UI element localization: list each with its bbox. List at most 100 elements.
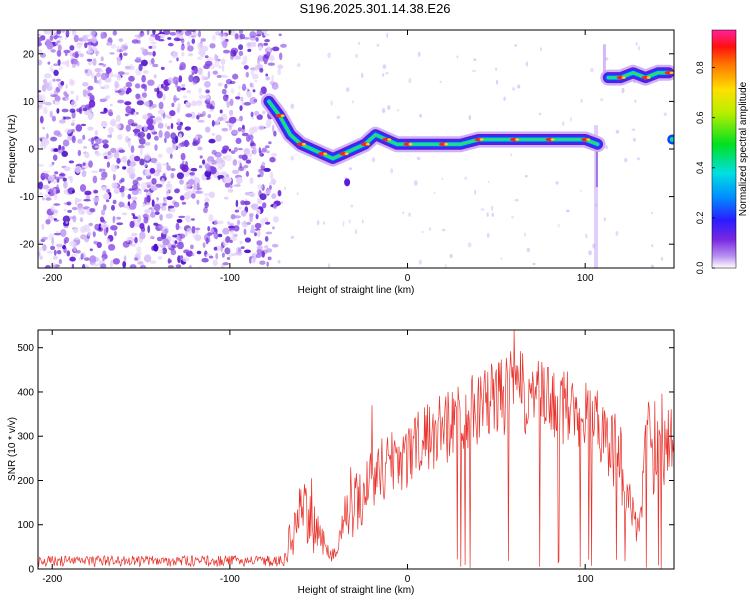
main-trace-hotspot-core (323, 152, 328, 156)
noise-blob (254, 110, 260, 116)
noise-blob (45, 219, 51, 225)
noise-blob (60, 80, 65, 86)
noise-blob (112, 173, 116, 181)
noise-blob (53, 148, 60, 152)
noise-blob (53, 249, 57, 256)
noise-blob (38, 103, 44, 110)
noise-blob (213, 246, 218, 251)
noise-blob (117, 71, 125, 75)
sparse-dot (651, 264, 654, 268)
sparse-dot (511, 215, 514, 219)
noise-blob (268, 55, 275, 62)
x-tick-label: -200 (42, 574, 62, 585)
noise-blob (190, 111, 196, 119)
noise-blob (233, 233, 238, 237)
noise-blob (123, 85, 127, 91)
noise-blob (131, 39, 139, 44)
noise-blob (102, 257, 105, 262)
noise-blob (66, 201, 72, 206)
noise-blob (195, 190, 202, 194)
sparse-dot (495, 67, 498, 71)
noise-blob (71, 122, 75, 126)
noise-blob (229, 124, 232, 131)
noise-blob (263, 42, 269, 46)
noise-blob (205, 237, 209, 245)
noise-blob (53, 193, 58, 201)
noise-blob (251, 257, 256, 264)
noise-blob (176, 218, 183, 223)
noise-blob (166, 196, 173, 201)
noise-blob (222, 94, 229, 102)
y-tick-label: 200 (17, 476, 34, 487)
noise-blob (217, 233, 223, 238)
noise-blob (247, 42, 251, 47)
noise-blob (172, 51, 179, 59)
sparse-dot (660, 256, 664, 261)
noise-blob (144, 209, 151, 214)
noise-blob (191, 193, 196, 199)
sparse-dot (599, 98, 604, 102)
noise-blob (169, 207, 176, 213)
noise-blob (136, 250, 142, 257)
noise-blob (84, 69, 89, 74)
noise-blob (39, 96, 43, 102)
sparse-dot (382, 108, 386, 114)
noise-blob (249, 212, 254, 218)
noise-blob (243, 101, 252, 106)
noise-blob (121, 191, 125, 198)
noise-blob (259, 67, 264, 73)
noise-blob (250, 224, 255, 233)
noise-blob (169, 110, 176, 117)
noise-blob (211, 149, 217, 155)
noise-blob (44, 101, 52, 106)
noise-blob (73, 34, 79, 43)
sparse-dot (604, 145, 609, 150)
noise-blob (190, 167, 198, 172)
noise-blob (100, 120, 108, 126)
noise-blob (183, 139, 189, 148)
sparse-dot (323, 221, 325, 225)
noise-blob (164, 228, 168, 235)
noise-blob (262, 202, 267, 209)
noise-blob (110, 225, 118, 231)
noise-blob (129, 63, 133, 71)
edge-blob-core (669, 136, 674, 142)
noise-blob (233, 147, 238, 152)
noise-blob (100, 168, 106, 172)
noise-blob (173, 37, 181, 42)
noise-blob (66, 59, 70, 68)
noise-blob (242, 124, 245, 130)
noise-blob (198, 94, 205, 100)
noise-blob (216, 220, 224, 225)
noise-blob (196, 250, 202, 255)
noise-blob (229, 80, 236, 85)
noise-blob (136, 176, 143, 181)
noise-blob (230, 214, 236, 220)
noise-blob (94, 130, 99, 136)
noise-blob (146, 132, 151, 140)
noise-blob (268, 182, 274, 185)
noise-blob (186, 89, 191, 94)
noise-blob (46, 42, 54, 50)
noise-blob (219, 33, 227, 41)
noise-blob (45, 30, 51, 35)
sparse-dot (355, 53, 359, 59)
noise-blob (232, 73, 239, 80)
noise-blob (118, 187, 125, 193)
sparse-dot (408, 212, 411, 217)
noise-blob (207, 71, 211, 79)
noise-blob (144, 142, 151, 146)
noise-blob (105, 199, 110, 203)
noise-blob (115, 115, 121, 123)
noise-blob (175, 80, 178, 88)
noise-blob (134, 83, 141, 89)
sparse-dot (588, 250, 592, 256)
noise-blob (63, 181, 68, 189)
noise-blob (170, 168, 176, 172)
noise-blob (263, 33, 270, 37)
noise-blob (75, 168, 81, 174)
noise-blob (52, 78, 56, 82)
noise-blob (184, 231, 188, 237)
noise-blob (53, 203, 61, 206)
noise-blob (180, 45, 185, 51)
